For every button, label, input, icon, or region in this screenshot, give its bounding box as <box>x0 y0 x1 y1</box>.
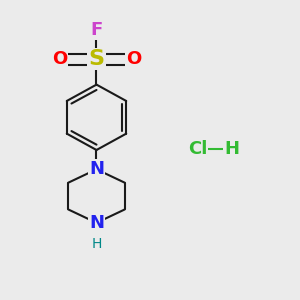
Text: H: H <box>224 140 239 158</box>
Text: F: F <box>90 21 103 39</box>
Text: O: O <box>126 50 141 68</box>
Text: O: O <box>52 50 67 68</box>
Text: N: N <box>89 214 104 232</box>
Text: Cl: Cl <box>188 140 207 158</box>
Text: S: S <box>88 49 104 69</box>
Text: N: N <box>89 160 104 178</box>
Text: H: H <box>91 237 102 250</box>
